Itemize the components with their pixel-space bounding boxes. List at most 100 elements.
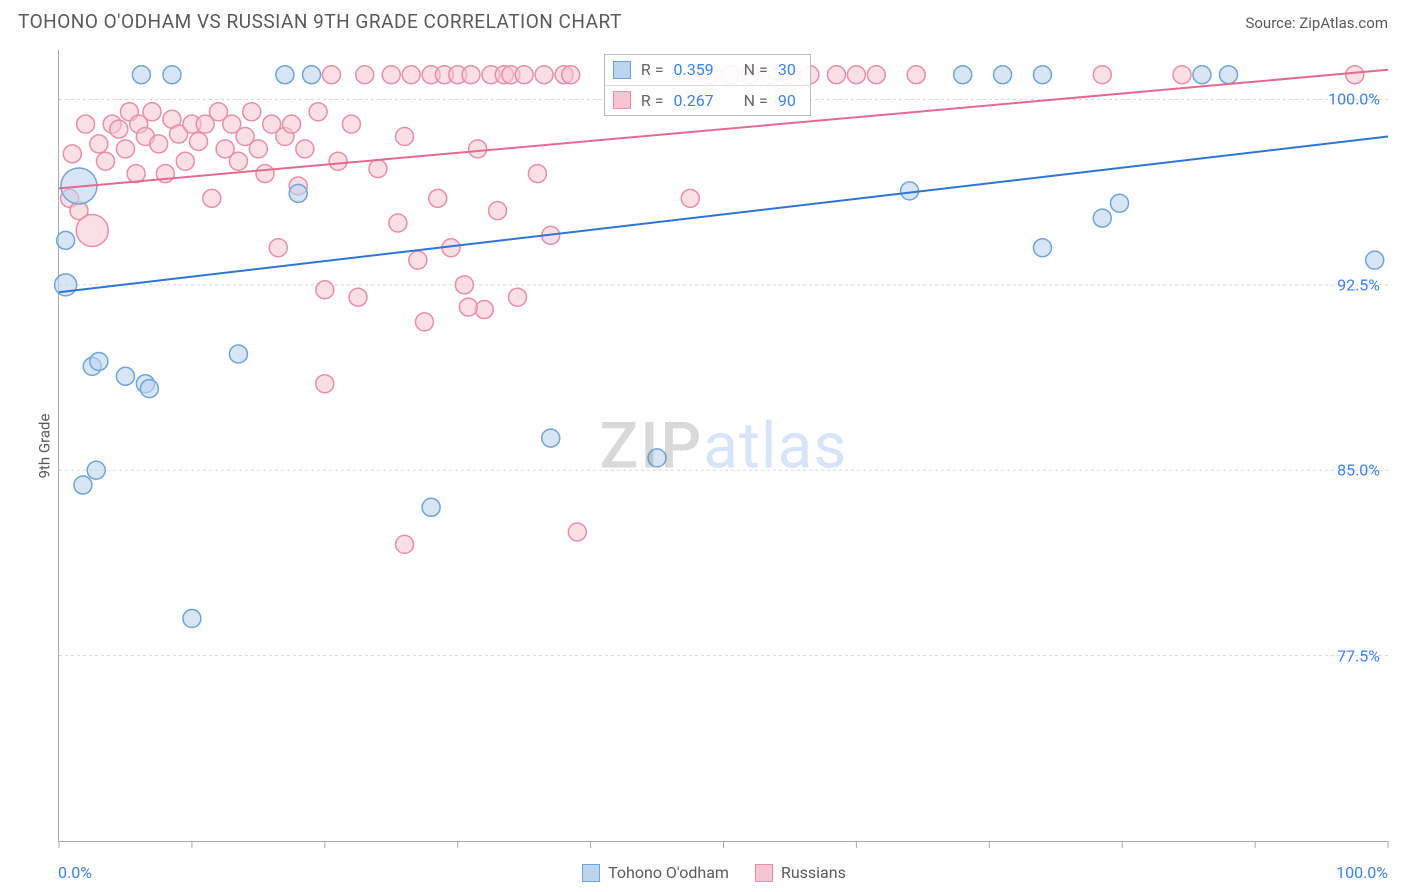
scatter-point <box>994 66 1012 84</box>
scatter-point <box>1033 239 1051 257</box>
scatter-point <box>110 120 128 138</box>
scatter-point <box>535 66 553 84</box>
scatter-point <box>74 476 92 494</box>
scatter-point <box>90 352 108 370</box>
scatter-point <box>329 152 347 170</box>
correlation-legend: R = 0.359N = 30R = 0.267N = 90 <box>604 54 811 116</box>
scatter-point <box>55 274 77 296</box>
y-tick-label: 100.0% <box>1328 90 1380 109</box>
scatter-point <box>283 115 301 133</box>
chart-title: TOHONO O'ODHAM VS RUSSIAN 9TH GRADE CORR… <box>18 10 622 33</box>
scatter-point <box>132 66 150 84</box>
scatter-point <box>396 128 414 146</box>
scatter-point <box>475 301 493 319</box>
scatter-point <box>296 140 314 158</box>
scatter-point <box>1220 66 1238 84</box>
scatter-point <box>309 103 327 121</box>
scatter-point <box>127 165 145 183</box>
scatter-point <box>429 189 447 207</box>
scatter-point <box>462 66 480 84</box>
scatter-point <box>349 288 367 306</box>
y-tick-label: 85.0% <box>1337 461 1380 480</box>
correlation-legend-row: R = 0.267N = 90 <box>605 85 810 116</box>
chart-area: 9th Grade ZIPatlas R = 0.359N = 30R = 0.… <box>18 50 1388 842</box>
scatter-point <box>356 66 374 84</box>
legend-entry: Tohono O'odham <box>582 863 729 882</box>
scatter-point <box>249 140 267 158</box>
scatter-point <box>415 313 433 331</box>
y-tick-label: 77.5% <box>1337 646 1380 665</box>
scatter-point <box>316 281 334 299</box>
scatter-point <box>1033 66 1051 84</box>
scatter-point <box>469 140 487 158</box>
scatter-point <box>515 66 533 84</box>
scatter-point <box>57 231 75 249</box>
scatter-point <box>867 66 885 84</box>
scatter-point <box>568 523 586 541</box>
scatter-point <box>97 152 115 170</box>
legend-swatch <box>613 91 631 109</box>
scatter-point <box>150 135 168 153</box>
scatter-point <box>455 276 473 294</box>
series-legend: Tohono O'odham Russians <box>582 863 846 882</box>
scatter-point <box>1193 66 1211 84</box>
scatter-point <box>190 132 208 150</box>
scatter-point <box>143 103 161 121</box>
scatter-point <box>562 66 580 84</box>
legend-entry: Russians <box>755 863 846 882</box>
scatter-point <box>402 66 420 84</box>
legend-swatch <box>582 864 600 882</box>
x-axis-min-label: 0.0% <box>58 863 92 882</box>
scatter-point <box>382 66 400 84</box>
scatter-point <box>229 345 247 363</box>
scatter-point <box>389 214 407 232</box>
trend-line <box>59 137 1388 293</box>
scatter-point <box>176 152 194 170</box>
scatter-point <box>369 160 387 178</box>
scatter-point <box>316 375 334 393</box>
scatter-point <box>907 66 925 84</box>
scatter-point <box>116 140 134 158</box>
scatter-point <box>1093 66 1111 84</box>
scatter-point <box>847 66 865 84</box>
scatter-point <box>1346 66 1364 84</box>
scatter-point <box>163 66 181 84</box>
scatter-point <box>87 461 105 479</box>
x-axis-row: 0.0% Tohono O'odhamRussians 100.0% <box>58 863 1388 882</box>
scatter-point <box>422 498 440 516</box>
scatter-point <box>269 239 287 257</box>
scatter-point <box>954 66 972 84</box>
scatter-point <box>459 298 477 316</box>
scatter-point <box>1366 251 1384 269</box>
scatter-point <box>1173 66 1191 84</box>
scatter-point <box>396 535 414 553</box>
scatter-point <box>116 367 134 385</box>
scatter-point <box>229 152 247 170</box>
scatter-point <box>489 202 507 220</box>
scatter-point <box>1111 194 1129 212</box>
scatter-point <box>140 380 158 398</box>
scatter-point <box>1093 209 1111 227</box>
scatter-point <box>203 189 221 207</box>
legend-swatch <box>755 864 773 882</box>
scatter-point <box>827 66 845 84</box>
scatter-point <box>256 165 274 183</box>
chart-source: Source: ZipAtlas.com <box>1245 14 1388 32</box>
scatter-point <box>90 135 108 153</box>
scatter-point <box>289 184 307 202</box>
scatter-point <box>303 66 321 84</box>
correlation-legend-row: R = 0.359N = 30 <box>605 55 810 85</box>
scatter-point <box>243 103 261 121</box>
scatter-point <box>276 66 294 84</box>
scatter-point <box>528 165 546 183</box>
scatter-point <box>681 189 699 207</box>
scatter-point <box>648 449 666 467</box>
scatter-point <box>77 115 95 133</box>
scatter-point <box>183 610 201 628</box>
scatter-point <box>542 429 560 447</box>
scatter-point <box>342 115 360 133</box>
plot-region: ZIPatlas R = 0.359N = 30R = 0.267N = 90 … <box>58 50 1388 842</box>
chart-header: TOHONO O'ODHAM VS RUSSIAN 9TH GRADE CORR… <box>0 0 1406 33</box>
scatter-point <box>322 66 340 84</box>
scatter-point <box>509 288 527 306</box>
